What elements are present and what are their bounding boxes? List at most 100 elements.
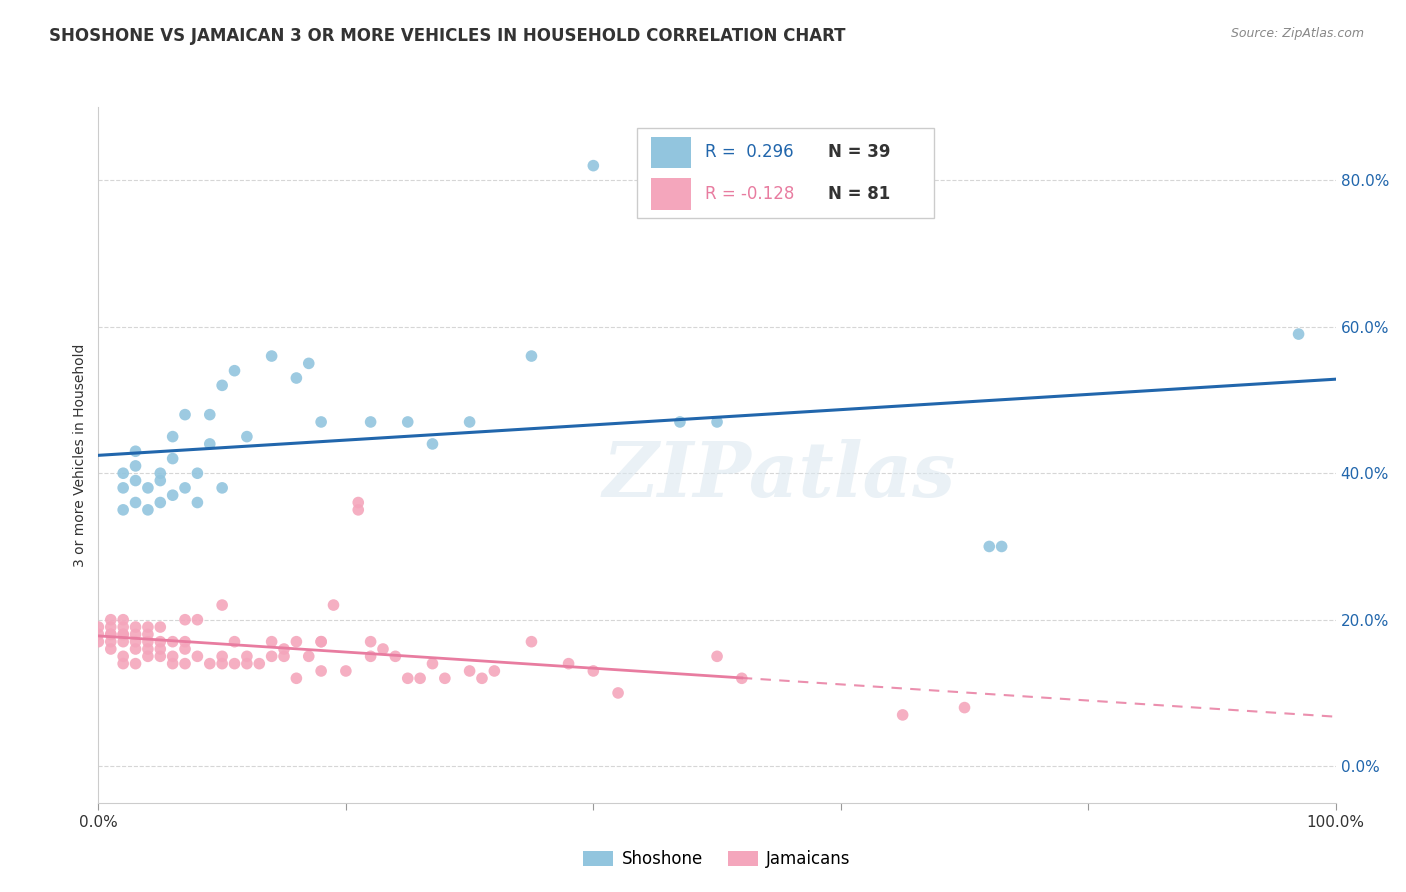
Text: Source: ZipAtlas.com: Source: ZipAtlas.com: [1230, 27, 1364, 40]
Point: [186, 467, 208, 481]
Point: [124, 458, 146, 473]
Text: N = 39: N = 39: [828, 144, 891, 161]
Point: [422, 657, 444, 671]
Point: [706, 649, 728, 664]
Point: [396, 671, 419, 685]
Bar: [651, 136, 692, 168]
Point: [285, 671, 308, 685]
Point: [322, 598, 344, 612]
Point: [149, 467, 172, 481]
Point: [149, 642, 172, 657]
Point: [198, 437, 221, 451]
Point: [186, 649, 208, 664]
Text: ZIPatlas: ZIPatlas: [602, 439, 956, 513]
Point: [298, 649, 321, 664]
Point: [136, 634, 159, 648]
Point: [371, 642, 394, 657]
Point: [87, 634, 110, 648]
Point: [211, 598, 233, 612]
Text: N = 81: N = 81: [828, 185, 890, 203]
Point: [953, 700, 976, 714]
Point: [582, 664, 605, 678]
Point: [211, 378, 233, 392]
Point: [124, 474, 146, 488]
Point: [112, 657, 135, 671]
Point: [347, 495, 370, 509]
Point: [384, 649, 406, 664]
Point: [149, 620, 172, 634]
Point: [112, 613, 135, 627]
Point: [458, 415, 481, 429]
Point: [335, 664, 357, 678]
Point: [112, 503, 135, 517]
Point: [607, 686, 630, 700]
Point: [112, 627, 135, 641]
Point: [211, 649, 233, 664]
Point: [124, 627, 146, 641]
Point: [100, 634, 122, 648]
Point: [162, 451, 184, 466]
Point: [260, 349, 283, 363]
Point: [360, 415, 382, 429]
Point: [396, 415, 419, 429]
Point: [112, 627, 135, 641]
Point: [136, 642, 159, 657]
Point: [520, 349, 543, 363]
Point: [162, 649, 184, 664]
Point: [706, 415, 728, 429]
Point: [186, 495, 208, 509]
Point: [990, 540, 1012, 554]
Point: [174, 481, 197, 495]
Point: [162, 634, 184, 648]
Point: [669, 415, 692, 429]
Point: [186, 613, 208, 627]
Point: [100, 627, 122, 641]
Point: [211, 481, 233, 495]
Point: [149, 649, 172, 664]
Point: [124, 495, 146, 509]
Point: [124, 642, 146, 657]
Point: [198, 657, 221, 671]
Point: [347, 503, 370, 517]
Point: [520, 634, 543, 648]
Point: [360, 649, 382, 664]
Point: [124, 657, 146, 671]
Point: [136, 503, 159, 517]
Point: [298, 356, 321, 370]
Point: [433, 671, 456, 685]
Point: [149, 495, 172, 509]
Point: [260, 634, 283, 648]
Point: [224, 364, 246, 378]
Text: R = -0.128: R = -0.128: [704, 185, 794, 203]
Point: [247, 657, 270, 671]
Point: [484, 664, 506, 678]
Point: [87, 620, 110, 634]
Point: [211, 657, 233, 671]
Point: [124, 444, 146, 458]
Point: [174, 408, 197, 422]
Point: [273, 649, 295, 664]
Point: [136, 481, 159, 495]
Point: [174, 657, 197, 671]
Point: [260, 649, 283, 664]
Point: [149, 474, 172, 488]
Point: [285, 371, 308, 385]
Point: [124, 620, 146, 634]
Point: [198, 408, 221, 422]
Point: [236, 649, 259, 664]
Point: [285, 634, 308, 648]
Point: [100, 613, 122, 627]
Point: [557, 657, 579, 671]
Point: [162, 488, 184, 502]
Point: [309, 634, 332, 648]
Point: [273, 642, 295, 657]
Point: [162, 657, 184, 671]
Point: [891, 707, 914, 722]
Point: [360, 634, 382, 648]
Point: [174, 613, 197, 627]
Text: R =  0.296: R = 0.296: [704, 144, 793, 161]
Point: [174, 634, 197, 648]
Point: [112, 481, 135, 495]
Point: [174, 642, 197, 657]
Point: [309, 415, 332, 429]
